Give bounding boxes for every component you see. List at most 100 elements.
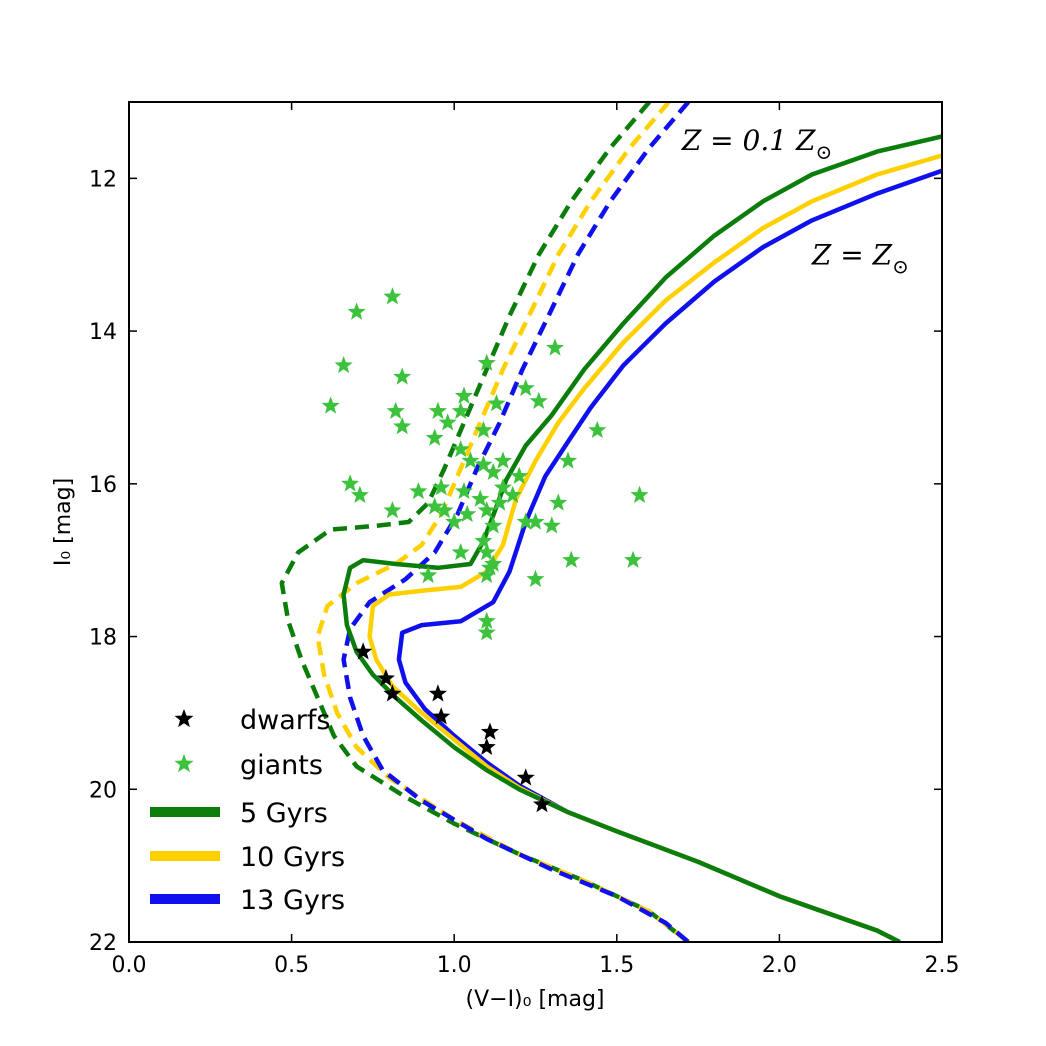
dwarfs-point-5 [480, 722, 499, 740]
giants-point-38 [484, 516, 503, 534]
legend-label: 10 Gyrs [240, 842, 345, 873]
giants-point-29 [409, 482, 428, 500]
legend-label: 13 Gyrs [240, 885, 345, 916]
x-tick-label: 2.0 [762, 953, 797, 978]
y-axis-label: I₀ [mag] [51, 478, 76, 566]
giants-point-34 [454, 482, 473, 500]
giants-point-40 [493, 478, 512, 496]
giants-point-54 [526, 569, 545, 587]
giants-point-17 [546, 338, 564, 356]
legend-label: 5 Gyrs [240, 798, 328, 829]
giants-point-57 [477, 611, 496, 629]
isochrone-10-gyrs-z-0-1 [315, 102, 690, 942]
scatter-points [321, 287, 649, 813]
dwarfs-point-8 [533, 795, 551, 813]
giants-point-48 [474, 531, 493, 549]
giants-point-32 [435, 501, 454, 519]
dwarfs-point-2 [383, 684, 402, 702]
dwarfs-point-7 [516, 768, 535, 786]
y-tick-label: 18 [89, 626, 117, 651]
legend-label: giants [240, 750, 323, 781]
y-tick-label: 12 [89, 167, 117, 192]
legend: dwarfs giants 5 Gyrs 10 Gyrs 13 Gyrs [150, 705, 345, 916]
giants-point-7 [428, 401, 447, 419]
x-axis-ticks: 0.0 0.5 1.0 1.5 2.0 2.5 [112, 102, 960, 978]
giants-point-24 [493, 451, 512, 469]
legend-star-icon [174, 754, 194, 773]
giants-point-20 [451, 440, 470, 458]
legend-item-giants: giants [174, 750, 323, 781]
y-tick-label: 20 [89, 778, 117, 803]
isochrone-curves [279, 102, 942, 942]
giants-point-0 [383, 287, 402, 305]
giants-point-44 [542, 516, 561, 534]
dwarfs-point-1 [376, 669, 395, 687]
giants-point-30 [425, 497, 444, 515]
giants-point-1 [347, 302, 366, 320]
plot-frame [128, 101, 943, 943]
y-tick-label: 16 [89, 473, 117, 498]
giants-point-52 [477, 566, 496, 584]
giants-point-51 [480, 558, 499, 576]
giants-point-46 [630, 485, 649, 503]
giants-point-11 [451, 401, 470, 419]
giants-point-2 [334, 356, 353, 374]
giants-point-53 [562, 550, 581, 568]
giants-point-37 [477, 501, 496, 519]
giants-point-49 [477, 543, 496, 561]
legend-item-13-gyrs: 13 Gyrs [150, 885, 345, 916]
giants-point-41 [503, 485, 522, 503]
giants-point-3 [393, 367, 412, 385]
giants-point-28 [383, 501, 402, 519]
giants-point-31 [432, 478, 451, 496]
x-tick-label: 1.0 [437, 953, 472, 978]
isochrone-5-gyrs-z-0-1 [279, 102, 690, 942]
x-tick-label: 0.0 [112, 953, 147, 978]
giants-point-12 [474, 420, 493, 438]
giants-point-36 [471, 489, 490, 507]
dwarfs-point-3 [428, 684, 447, 702]
x-tick-label: 1.5 [599, 953, 634, 978]
giants-point-55 [624, 550, 643, 568]
giants-point-14 [487, 394, 506, 412]
x-axis-label: (V−I)₀ [mag] [466, 987, 605, 1012]
dwarfs-point-4 [432, 707, 451, 725]
giants-point-35 [458, 504, 477, 522]
legend-item-dwarfs: dwarfs [174, 705, 330, 736]
giants-point-22 [474, 455, 493, 473]
giants-point-10 [454, 386, 473, 404]
x-tick-label: 2.5 [925, 953, 960, 978]
giants-point-15 [516, 378, 535, 396]
giants-point-4 [321, 396, 340, 414]
x-tick-label: 0.5 [274, 953, 309, 978]
giants-point-43 [526, 512, 545, 530]
dwarfs-point-0 [354, 642, 373, 660]
giants-point-58 [477, 623, 496, 641]
legend-star-icon [174, 709, 194, 728]
dwarfs-point-6 [477, 737, 496, 755]
giants-point-9 [425, 428, 444, 446]
giants-point-23 [484, 462, 503, 480]
giants-point-45 [549, 493, 568, 511]
giants-point-19 [559, 451, 578, 469]
legend-label: dwarfs [240, 705, 330, 736]
giants-point-6 [393, 417, 412, 435]
giants-point-50 [484, 554, 503, 572]
giants-point-33 [445, 512, 464, 530]
giants-point-16 [529, 391, 548, 409]
giants-point-13 [477, 353, 496, 371]
giants-point-39 [490, 493, 509, 511]
legend-item-5-gyrs: 5 Gyrs [150, 798, 328, 829]
giants-point-5 [386, 401, 405, 419]
giants-point-42 [516, 512, 535, 530]
giants-point-25 [510, 466, 529, 484]
giants-point-47 [451, 543, 470, 561]
legend-item-10-gyrs: 10 Gyrs [150, 842, 345, 873]
isochrone-13-gyrs-z-0-1 [341, 102, 691, 942]
giants-point-18 [588, 420, 607, 438]
giants-point-27 [350, 485, 369, 503]
giants-point-26 [341, 474, 360, 492]
giants-point-8 [438, 413, 457, 431]
giants-point-21 [461, 451, 480, 469]
